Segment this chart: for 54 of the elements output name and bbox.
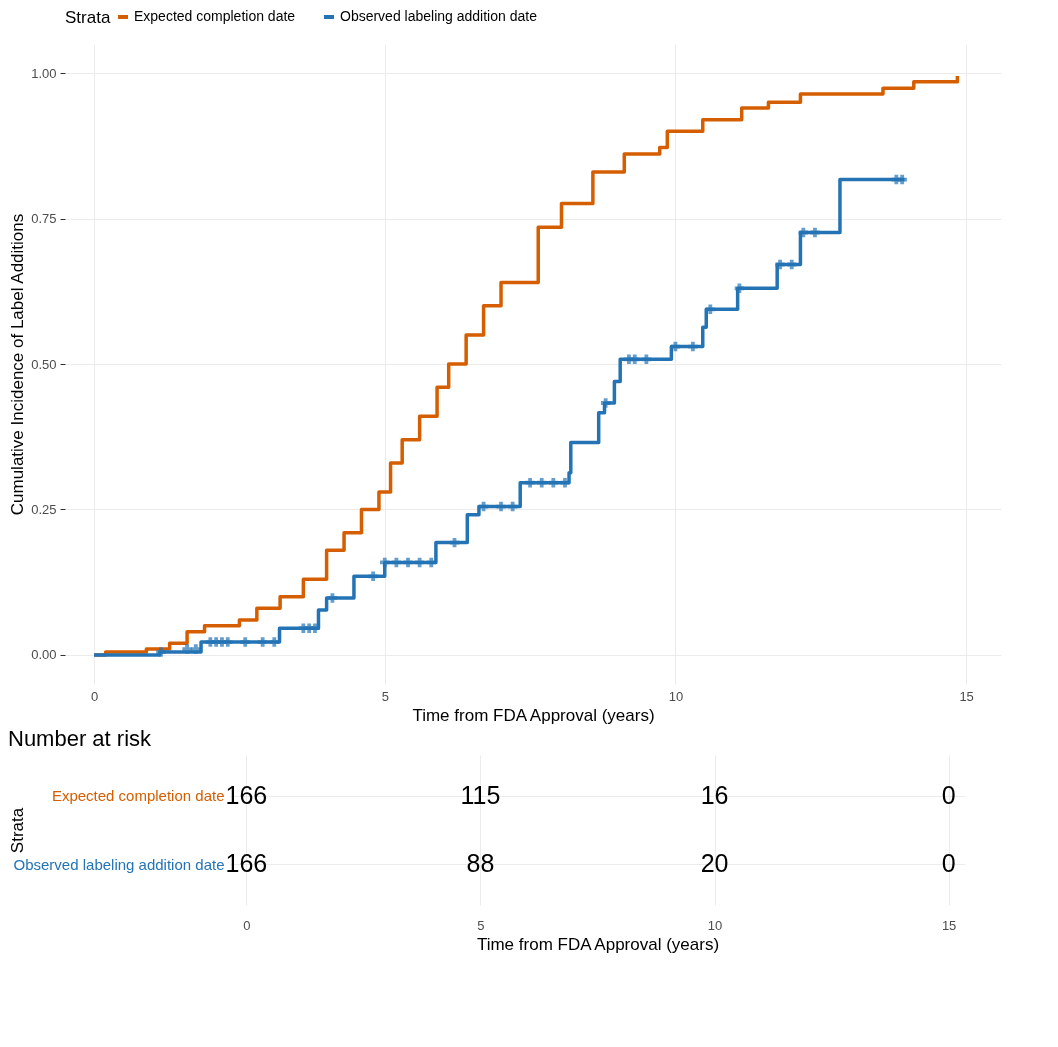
x-tick-label: 15 [959,688,974,704]
point [310,623,320,633]
point [560,477,570,488]
x-tick-label: 10 [707,917,723,933]
y-tick-label: 0.00 [31,647,57,663]
y-tick-label: 0.50 [31,356,57,372]
point [403,557,413,568]
data-label: 166 [225,849,268,878]
point [641,354,652,365]
point [223,637,233,647]
point [600,398,611,408]
data-label: 0 [941,849,956,878]
point [156,647,166,657]
x-axis-title: Time from FDA Approval (years) [412,705,655,725]
legend-title: Strata [65,8,111,27]
data-label: 166 [225,780,268,809]
y-axis-title: Strata [7,807,27,854]
point [191,644,201,654]
x-tick-label: 5 [381,688,389,704]
point [496,501,506,512]
point [257,637,268,647]
point [525,477,535,488]
data-label: 115 [460,780,501,809]
x-tick-label: 0 [243,917,251,933]
y-tick-label: 0.75 [31,211,57,227]
point [269,637,280,647]
point [182,644,192,654]
x-axis-title: Time from FDA Approval (years) [476,934,720,954]
y-axis-title: Cumulative Incidence of Label Additions [8,213,28,516]
point [705,304,716,315]
point [688,341,698,352]
data-label: 0 [941,780,956,809]
y-tick-label: 1.00 [31,65,57,81]
data-label: 16 [700,780,729,809]
point [734,283,745,294]
point [810,227,820,238]
chart-title: Number at risk [8,726,153,751]
point [775,259,785,270]
data-label: 88 [466,849,495,878]
point [897,174,907,185]
x-tick-label: 5 [477,917,485,933]
point [536,477,547,488]
point [368,571,378,582]
x-tick-label: 15 [941,917,957,933]
x-tick-label: 0 [90,688,99,704]
point [548,477,559,488]
point [240,637,250,647]
y-tick-label: 0.25 [31,501,57,517]
point [630,354,640,365]
point [327,593,338,603]
x-tick-label: 10 [668,688,684,704]
data-label: 20 [700,849,729,878]
legend-label: Expected completion date [134,8,296,24]
legend-label: Observed labeling addition date [340,8,538,24]
